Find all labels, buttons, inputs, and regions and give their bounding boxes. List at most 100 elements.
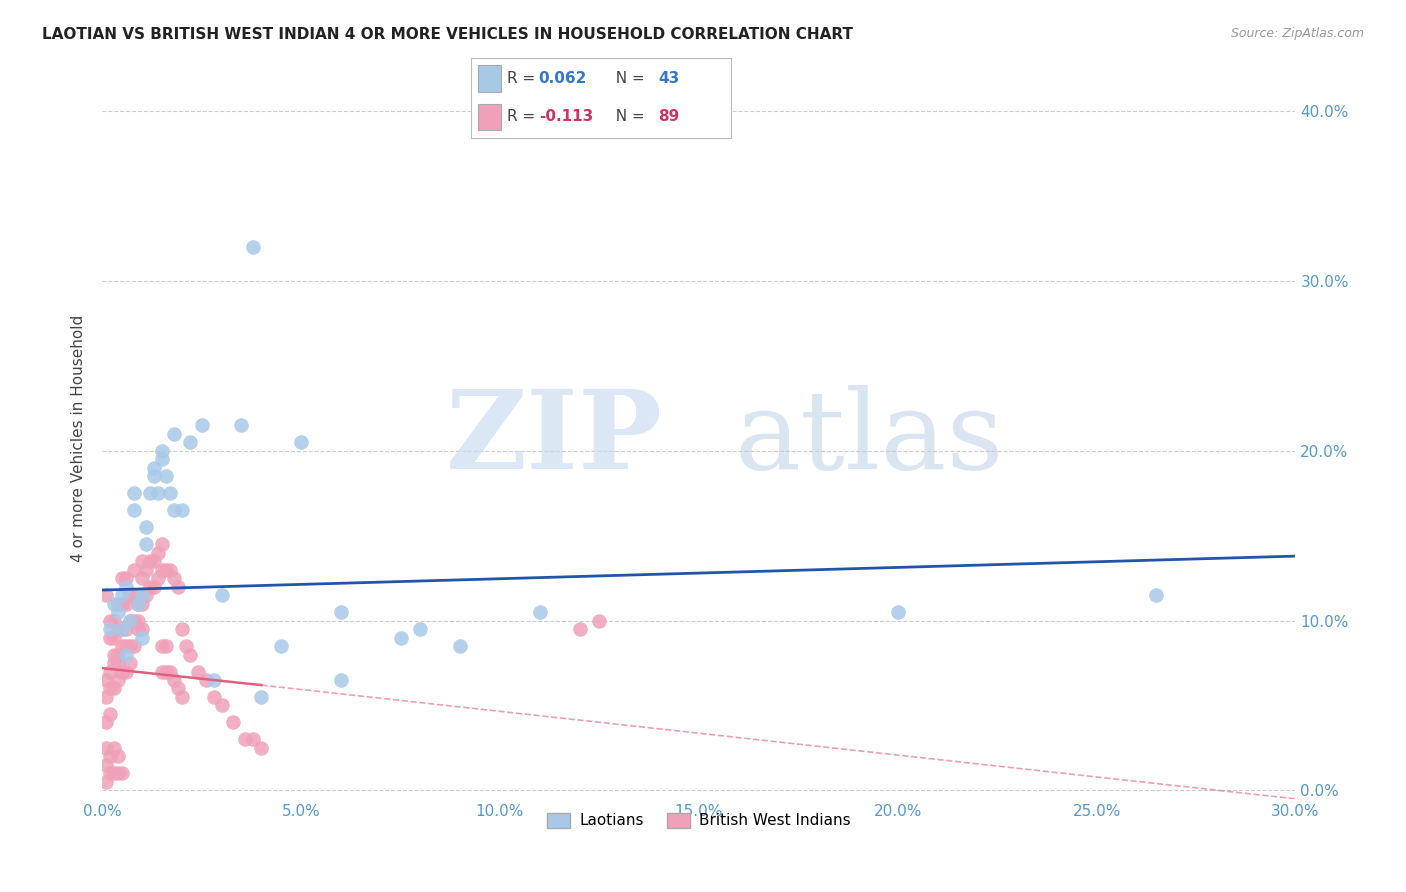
Point	[290, 435, 312, 450]
Text: N =: N =	[606, 110, 650, 125]
Point	[155, 639, 177, 653]
Point	[135, 563, 157, 577]
Point	[98, 766, 121, 780]
Point	[568, 622, 591, 636]
Point	[179, 648, 201, 662]
Text: N =: N =	[606, 71, 650, 86]
Point	[194, 673, 217, 687]
Point	[170, 690, 193, 704]
Point	[163, 571, 186, 585]
Point	[107, 749, 129, 764]
Point	[389, 631, 412, 645]
Point	[409, 622, 432, 636]
Point	[155, 469, 177, 483]
Text: Source: ZipAtlas.com: Source: ZipAtlas.com	[1230, 27, 1364, 40]
Point	[115, 597, 138, 611]
Point	[250, 740, 273, 755]
Point	[118, 614, 141, 628]
Point	[98, 749, 121, 764]
Point	[107, 656, 129, 670]
Point	[103, 766, 125, 780]
Point	[242, 240, 264, 254]
Point	[115, 622, 138, 636]
Point	[242, 732, 264, 747]
Point	[98, 622, 121, 636]
Point	[202, 690, 225, 704]
Point	[118, 639, 141, 653]
Text: atlas: atlas	[734, 384, 1004, 491]
Point	[150, 452, 173, 467]
Point	[107, 622, 129, 636]
Point	[118, 614, 141, 628]
Point	[163, 426, 186, 441]
Point	[98, 631, 121, 645]
Point	[131, 631, 153, 645]
Point	[211, 588, 233, 602]
Point	[127, 622, 149, 636]
Text: LAOTIAN VS BRITISH WEST INDIAN 4 OR MORE VEHICLES IN HOUSEHOLD CORRELATION CHART: LAOTIAN VS BRITISH WEST INDIAN 4 OR MORE…	[42, 27, 853, 42]
Point	[131, 554, 153, 568]
Point	[115, 571, 138, 585]
Point	[329, 605, 352, 619]
Point	[96, 757, 118, 772]
Text: 89: 89	[658, 110, 679, 125]
Text: 0.062: 0.062	[538, 71, 588, 86]
Point	[103, 597, 125, 611]
Point	[159, 665, 181, 679]
Point	[142, 554, 165, 568]
Point	[142, 460, 165, 475]
Point	[122, 486, 145, 500]
Point	[107, 605, 129, 619]
Point	[107, 673, 129, 687]
Point	[170, 503, 193, 517]
Point	[131, 588, 153, 602]
Text: R =: R =	[508, 71, 540, 86]
Point	[98, 681, 121, 696]
Point	[127, 597, 149, 611]
Point	[122, 563, 145, 577]
Point	[122, 503, 145, 517]
Point	[103, 740, 125, 755]
Point	[146, 546, 169, 560]
Point	[111, 571, 134, 585]
Point	[118, 588, 141, 602]
Point	[166, 580, 188, 594]
Point	[122, 588, 145, 602]
Point	[146, 571, 169, 585]
Text: 43: 43	[658, 71, 679, 86]
Point	[150, 639, 173, 653]
Point	[111, 597, 134, 611]
Point	[202, 673, 225, 687]
Point	[111, 622, 134, 636]
Point	[96, 715, 118, 730]
Point	[131, 571, 153, 585]
Point	[174, 639, 197, 653]
Text: -0.113: -0.113	[538, 110, 593, 125]
Point	[187, 665, 209, 679]
Point	[135, 588, 157, 602]
Point	[179, 435, 201, 450]
Point	[142, 469, 165, 483]
Point	[139, 486, 162, 500]
Point	[222, 715, 245, 730]
Point	[146, 486, 169, 500]
Point	[115, 648, 138, 662]
Point	[107, 597, 129, 611]
Point	[122, 614, 145, 628]
Point	[107, 648, 129, 662]
Point	[449, 639, 471, 653]
Point	[155, 563, 177, 577]
Point	[155, 665, 177, 679]
Point	[150, 563, 173, 577]
Point	[150, 537, 173, 551]
Point	[103, 614, 125, 628]
Point	[159, 486, 181, 500]
Point	[131, 622, 153, 636]
Point	[135, 520, 157, 534]
Point	[96, 775, 118, 789]
Point	[163, 503, 186, 517]
Point	[127, 614, 149, 628]
Point	[111, 766, 134, 780]
Y-axis label: 4 or more Vehicles in Household: 4 or more Vehicles in Household	[72, 315, 86, 562]
Point	[139, 580, 162, 594]
